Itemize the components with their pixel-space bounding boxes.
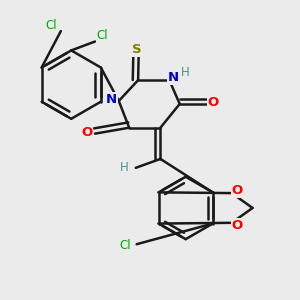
Text: O: O bbox=[232, 184, 243, 197]
Text: O: O bbox=[207, 96, 219, 109]
Text: S: S bbox=[132, 43, 142, 56]
Text: N: N bbox=[106, 93, 117, 106]
Text: O: O bbox=[232, 219, 243, 232]
Text: H: H bbox=[181, 66, 190, 79]
Text: H: H bbox=[119, 161, 128, 174]
Text: Cl: Cl bbox=[46, 19, 57, 32]
Text: O: O bbox=[81, 126, 92, 139]
Text: Cl: Cl bbox=[119, 238, 130, 252]
Text: N: N bbox=[167, 71, 178, 84]
Text: Cl: Cl bbox=[97, 29, 108, 42]
